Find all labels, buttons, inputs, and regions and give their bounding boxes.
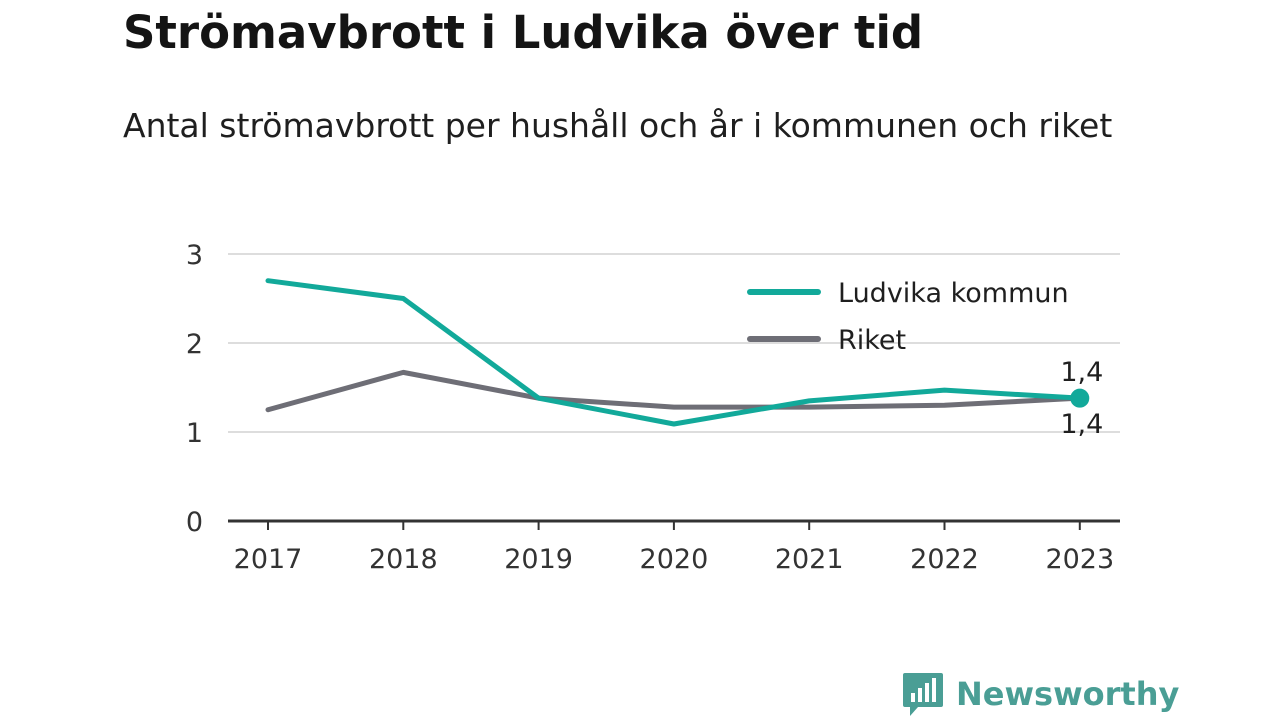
x-tick-label: 2019: [504, 544, 573, 575]
y-tick-label: 2: [186, 329, 203, 360]
series-line-ludvika-kommun: [265, 278, 1083, 427]
data-label-riket-2023: 1,4: [1060, 357, 1103, 388]
x-tick-label: 2023: [1045, 544, 1114, 575]
data-label-ludvika-2023: 1,4: [1060, 409, 1103, 440]
x-tick-label: 2020: [640, 544, 709, 575]
y-tick-label: 1: [186, 418, 203, 449]
chart-title: Strömavbrott i Ludvika över tid: [123, 6, 924, 59]
brand-logo: Newsworthy: [902, 671, 1179, 717]
brand-name: Newsworthy: [956, 675, 1180, 713]
x-tick-label: 2018: [369, 544, 438, 575]
x-tick-label: 2017: [234, 544, 303, 575]
legend-label: Ludvika kommun: [838, 278, 1069, 309]
newsworthy-logo-icon: [903, 673, 943, 716]
endpoint-marker-ludvika: [1070, 388, 1090, 408]
series-line-riket: [265, 369, 1083, 413]
y-tick-label: 0: [186, 507, 203, 538]
chart-subtitle: Antal strömavbrott per hushåll och år i …: [123, 106, 1113, 145]
x-tick-label: 2022: [910, 544, 979, 575]
legend-label: Riket: [838, 325, 906, 356]
x-tick-label: 2021: [775, 544, 844, 575]
y-tick-label: 3: [186, 240, 203, 271]
